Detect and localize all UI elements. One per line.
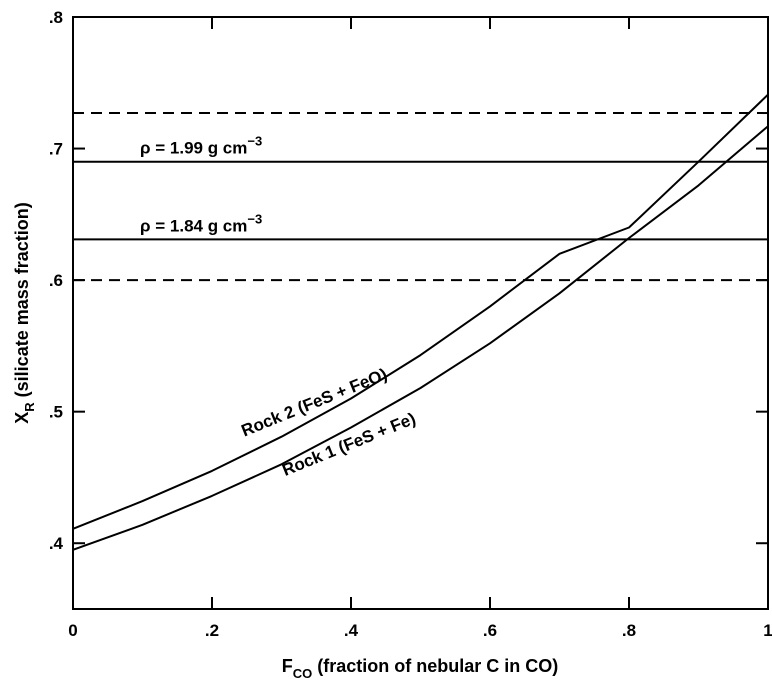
y-axis-label: XR (silicate mass fraction) [12, 202, 37, 423]
density-label-text: ρ = 1.84 g cm [140, 216, 247, 235]
x-tick-label: .6 [483, 621, 497, 640]
density-label: ρ = 1.84 g cm−3 [140, 211, 262, 235]
reference-lines [73, 112, 768, 282]
series-line-rock-2 [72, 93, 769, 530]
x-axis-label: FCO (fraction of nebular C in CO) [282, 656, 559, 681]
ticks [73, 17, 768, 609]
curves [72, 93, 769, 551]
x-axis-label-rest: (fraction of nebular C in CO) [312, 656, 558, 676]
series-line-rock-1 [72, 125, 769, 551]
series-label: Rock 1 (FeS + Fe) [279, 409, 418, 480]
x-axis-label-main: F [282, 656, 293, 676]
density-label: ρ = 1.99 g cm−3 [140, 134, 262, 158]
y-axis-label-rest: (silicate mass fraction) [12, 202, 32, 402]
y-tick-label: .7 [49, 140, 63, 159]
tick-labels: 0 .2 .4 .6 .8 1 .4 .5 .6 .7 .8 [49, 8, 772, 640]
y-tick-label: .6 [49, 271, 63, 290]
x-tick-label: 0 [68, 621, 77, 640]
y-tick-label: .8 [49, 8, 63, 27]
y-tick-label: .4 [49, 534, 64, 553]
density-label-text: ρ = 1.99 g cm [140, 139, 247, 158]
y-axis-label-main: X [12, 412, 32, 424]
x-tick-label: 1 [763, 621, 772, 640]
y-axis-label-sub: R [22, 402, 37, 412]
y-tick-label: .5 [49, 403, 63, 422]
density-label-exponent: −3 [247, 134, 262, 149]
x-tick-label: .8 [622, 621, 636, 640]
density-label-exponent: −3 [247, 211, 262, 226]
plot-frame [72, 16, 769, 610]
x-tick-label: .2 [205, 621, 219, 640]
x-axis-label-sub: CO [293, 666, 313, 681]
x-tick-label: .4 [344, 621, 359, 640]
